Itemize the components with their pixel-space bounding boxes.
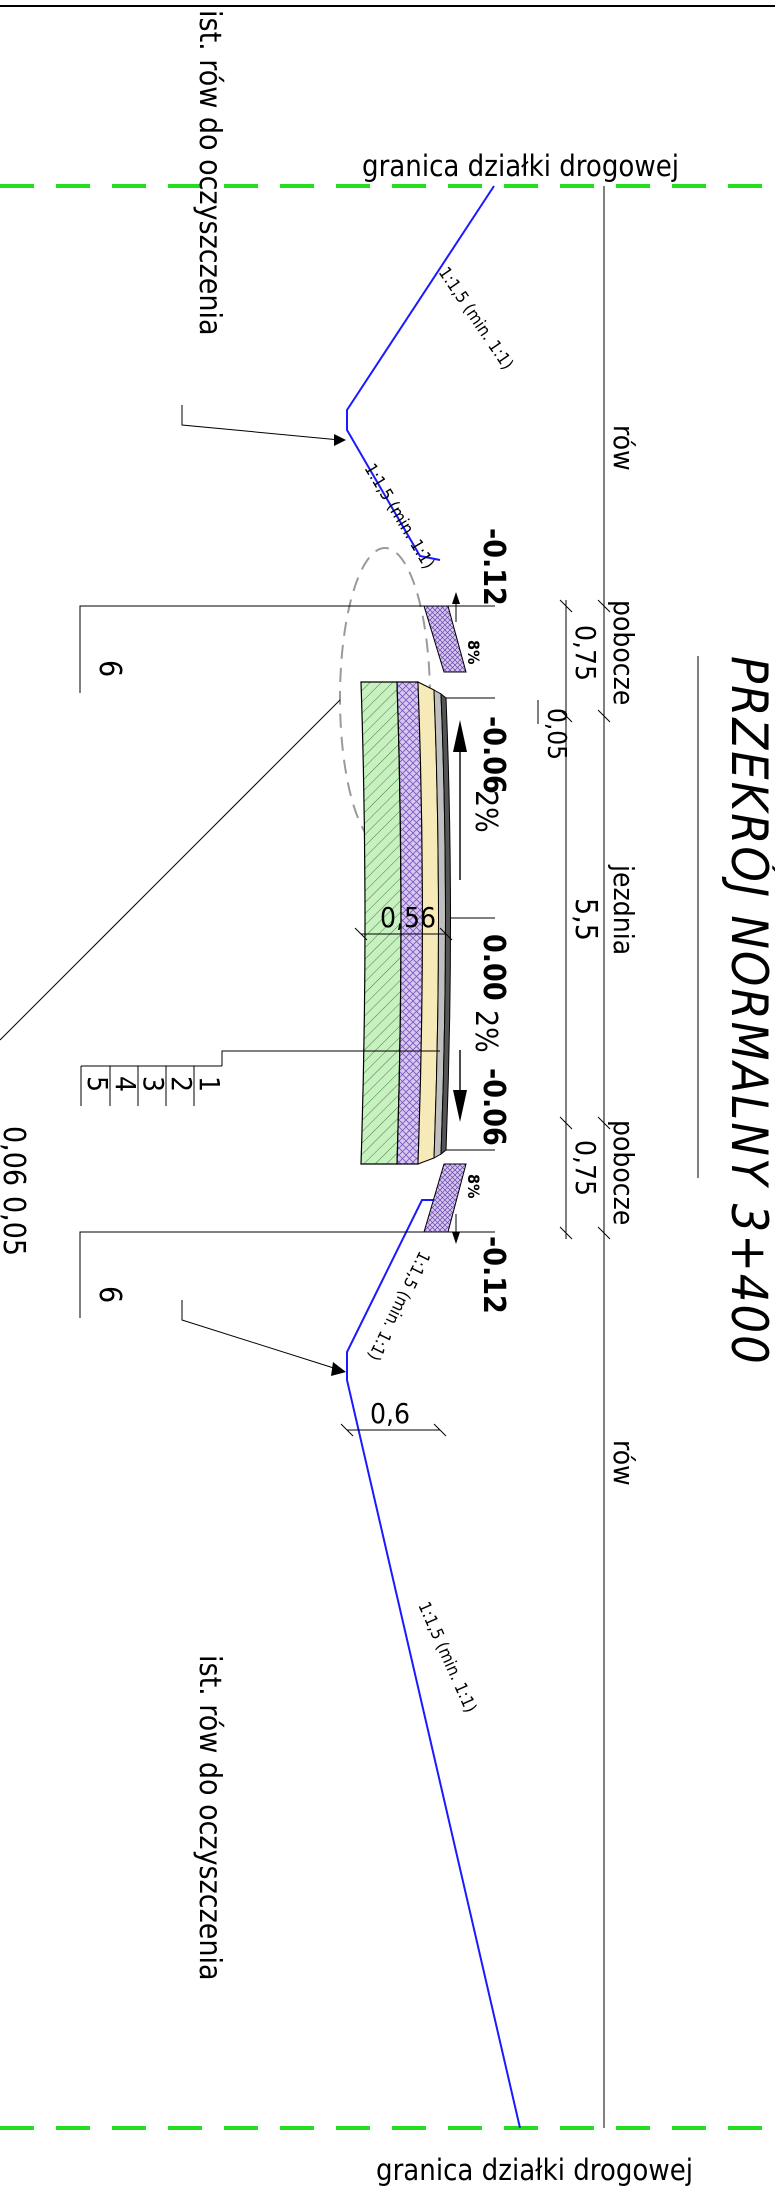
- layer-tag-2: 2: [165, 1076, 198, 1092]
- dim-shoulder-left: 0,75: [569, 625, 602, 681]
- tag-leader-right: [79, 1231, 436, 1318]
- section-title: PRZEKRÓJ NORMALNY 3+400: [720, 656, 775, 1366]
- shoulder-arrowhead-left: [452, 592, 460, 604]
- depth-tick-b: [439, 927, 453, 941]
- tag-leader-structure: [221, 1050, 440, 1066]
- level-shoulder-edge-right: -0.12: [476, 1236, 511, 1314]
- dim-shoulder-right: 0,75: [569, 1140, 602, 1196]
- layer-tag-5: 5: [81, 1076, 114, 1092]
- dim-carriageway: 5,5: [568, 898, 603, 941]
- cut-off-text-a: 0,06: [0, 1126, 31, 1186]
- tag-leader-left: [79, 605, 436, 693]
- zone-label-ditch-right: rów: [607, 1440, 640, 1486]
- slope-ditch-outer-left: 1:1,5 (min. 1:1): [434, 264, 517, 374]
- zone-label-carriageway: jezdnia: [607, 864, 640, 955]
- ditch-profile-right: [346, 1199, 521, 2129]
- dim-structure-depth: 0,56: [380, 901, 436, 934]
- ditch-note-right: ist. rów do oczyszczenia: [192, 1655, 227, 1981]
- crossfall-arrowhead-left: [453, 720, 467, 752]
- ditch-note-arrowhead-left: [334, 434, 346, 446]
- ditch-note-leader-left: [181, 405, 341, 441]
- slope-shoulder-left: 8%: [464, 640, 483, 664]
- boundary-label-top: granica działki drogowej: [362, 149, 679, 183]
- layer-tag-1: 1: [193, 1076, 226, 1092]
- dim-ditch-bottom: 0,6: [370, 1397, 410, 1430]
- level-road-edge-left: -0.06: [476, 716, 511, 794]
- slope-ditch-outer-right: 1:1,5 (min. 1:1): [413, 1599, 480, 1716]
- zone-label-shoulder-left: pobocze: [607, 600, 640, 705]
- level-road-edge-right: -0.06: [476, 1068, 511, 1146]
- slope-lane-left: 2%: [468, 790, 503, 833]
- ditch-bottom-tick-a: [340, 1423, 354, 1437]
- slope-shoulder-right: 8%: [464, 1174, 483, 1198]
- layer-tag-right: 6: [92, 1286, 127, 1303]
- layer-tag-3: 3: [137, 1076, 170, 1092]
- dim-offset: 0,05: [541, 708, 571, 760]
- slope-ditch-inner-right: 1:1,5 (min. 1:1): [363, 1248, 433, 1364]
- ditch-note-left: ist. rów do oczyszczenia: [192, 10, 227, 336]
- shoulder-left: [423, 605, 467, 673]
- ditch-profile-left: [346, 185, 495, 561]
- level-shoulder-edge-left: -0.12: [476, 528, 511, 606]
- zone-label-ditch-left: rów: [607, 425, 640, 471]
- shoulder-right: [423, 1163, 467, 1233]
- ditch-note-leader-right: [181, 1300, 341, 1371]
- structure-tag-grid: [80, 1065, 222, 1106]
- level-axis: 0.00: [476, 934, 511, 1001]
- layer-tag-4: 4: [109, 1076, 142, 1092]
- cut-off-text-b: 0,05: [0, 1196, 31, 1256]
- crossfall-arrowhead-right: [453, 1090, 467, 1122]
- slope-lane-right: 2%: [468, 1010, 503, 1053]
- layer-tag-left: 6: [92, 660, 127, 677]
- zone-label-shoulder-right: pobocze: [607, 1120, 640, 1225]
- shoulder-arrowhead-right: [452, 1232, 460, 1244]
- depth-tick-a: [354, 927, 368, 941]
- detail-leader: [0, 699, 341, 1041]
- ditch-note-arrowhead-right: [331, 1362, 346, 1376]
- boundary-label-bottom: granica działki drogowej: [376, 2153, 693, 2187]
- ditch-bottom-tick-b: [433, 1423, 447, 1437]
